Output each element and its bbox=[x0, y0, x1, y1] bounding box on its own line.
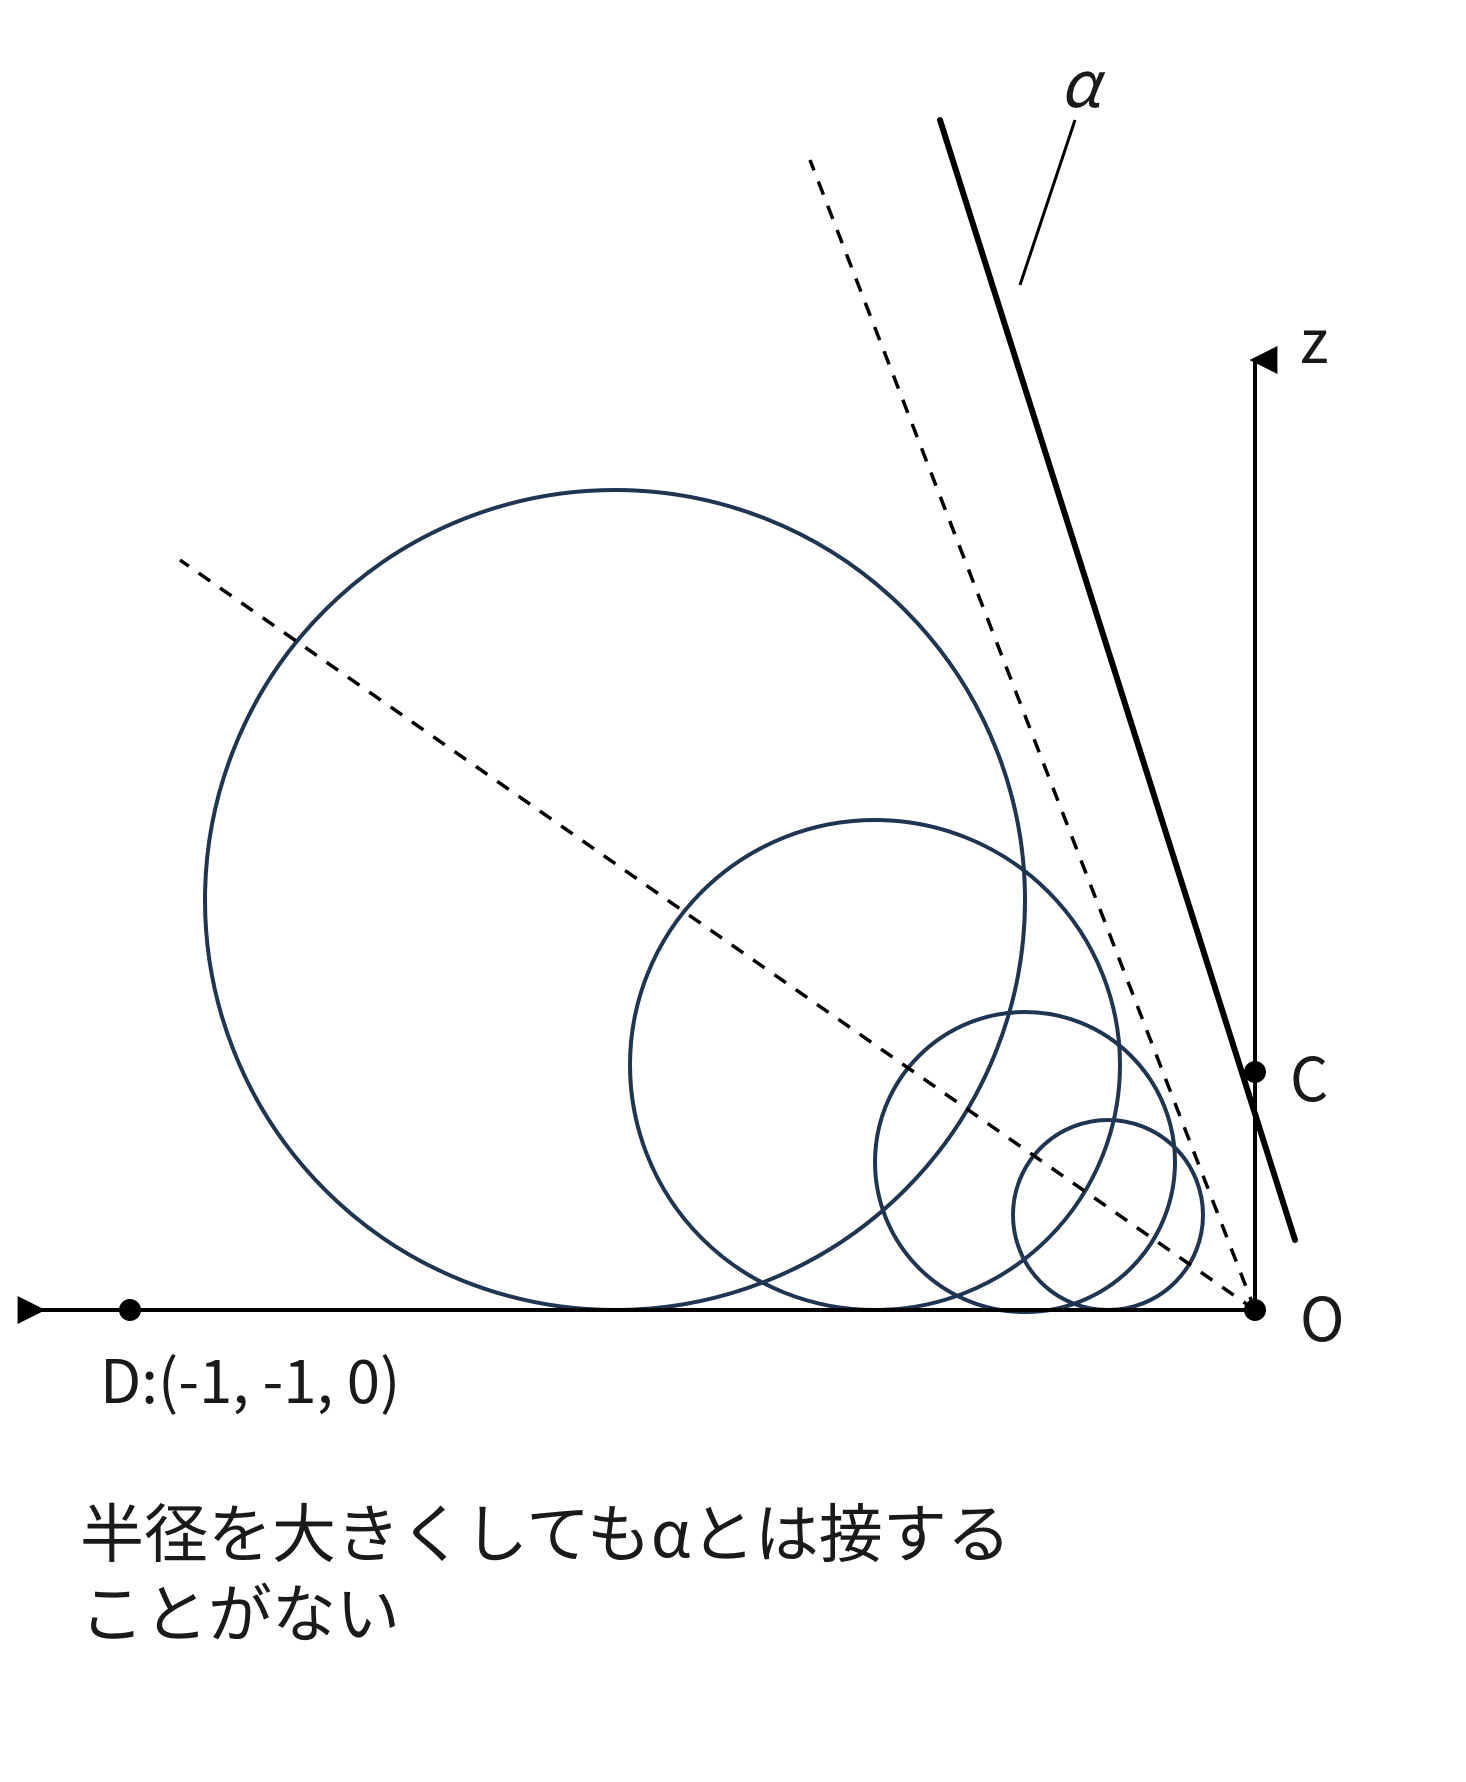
label-d: D:(-1, -1, 0) bbox=[100, 1340, 400, 1415]
circle-1 bbox=[875, 1012, 1175, 1312]
point-O bbox=[1244, 1299, 1266, 1321]
circle-2 bbox=[630, 820, 1120, 1310]
alpha-leader bbox=[1020, 120, 1075, 285]
point-C bbox=[1244, 1061, 1266, 1083]
point-D bbox=[119, 1299, 141, 1321]
label-o: O bbox=[1300, 1278, 1345, 1353]
dashed-line-1 bbox=[180, 560, 1255, 1310]
label-z: z bbox=[1300, 300, 1329, 375]
label-c: C bbox=[1290, 1038, 1328, 1113]
alpha-line bbox=[940, 120, 1295, 1240]
circle-3 bbox=[205, 490, 1025, 1310]
label-alpha: α bbox=[1060, 40, 1100, 120]
caption-text: 半径を大きくしてもαとは接する ことがない bbox=[80, 1490, 1011, 1650]
